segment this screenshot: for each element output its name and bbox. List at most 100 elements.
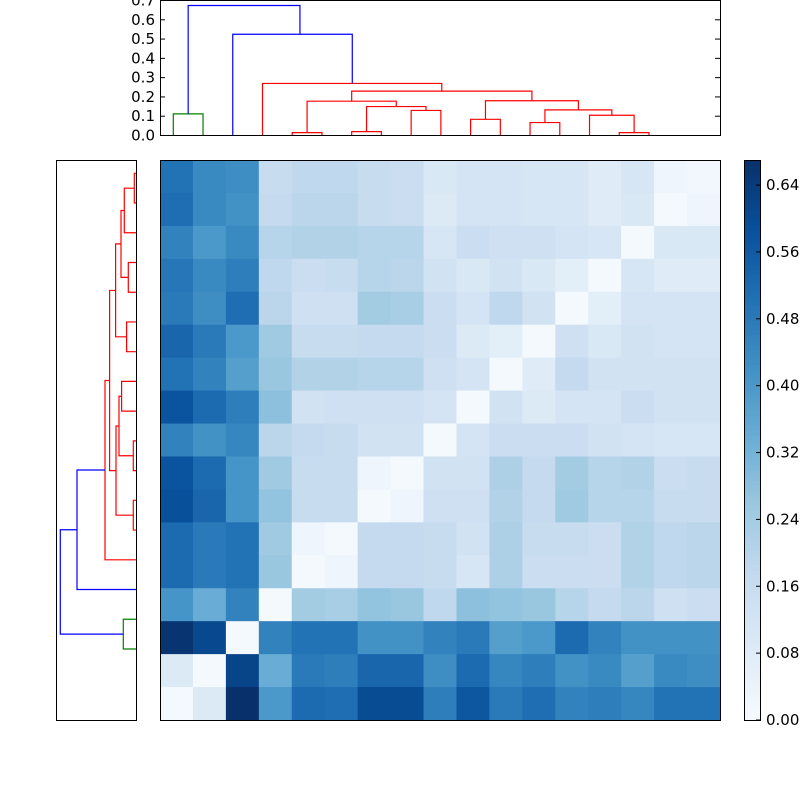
colorbar-segment [744, 360, 761, 366]
colorbar-segment [744, 245, 761, 251]
heatmap-cell [324, 357, 359, 392]
heatmap-cell [324, 555, 359, 589]
colorbar-segment [744, 160, 761, 166]
colorbar-segment [744, 605, 761, 611]
heatmap-cell [192, 654, 227, 688]
heatmap-cell [555, 192, 589, 227]
colorbar-segment [744, 290, 761, 296]
colorbar-segment [744, 190, 761, 196]
heatmap-cell [423, 390, 457, 425]
heatmap-cell [225, 258, 260, 293]
top-dendrogram-y-axis: 0.0 0.10.20.3 0.40.50.60.7 [131, 0, 720, 145]
heatmap-frame [160, 160, 721, 721]
colorbar-segment [744, 510, 761, 516]
heatmap-cell [687, 390, 721, 425]
heatmap-cell [291, 456, 326, 490]
colorbar-segment [744, 620, 761, 626]
heatmap-cell [390, 621, 425, 655]
heatmap-cell [357, 160, 392, 194]
heatmap-cell [654, 225, 688, 260]
colorbar-segment [744, 560, 761, 566]
colorbar-segment [744, 490, 761, 496]
colorbar-segment [744, 650, 761, 656]
heatmap-cell [423, 225, 457, 260]
heatmap-cell [489, 324, 523, 359]
left-dendrogram [59, 172, 137, 650]
heatmap-cell [687, 654, 721, 688]
heatmap-cell [522, 588, 556, 622]
heatmap-cell [160, 588, 194, 622]
heatmap-cell [654, 160, 688, 194]
heatmap-cell [654, 423, 688, 457]
heatmap-cell [522, 324, 556, 359]
heatmap-cell [654, 489, 688, 523]
heatmap-cell [456, 423, 490, 457]
colorbar-segment [744, 415, 761, 421]
colorbar-segment [744, 440, 761, 446]
colorbar-segment [744, 705, 761, 711]
heatmap-cell [489, 291, 523, 326]
heatmap-cell [687, 522, 721, 556]
colorbar-segment [744, 380, 761, 386]
heatmap-cell [654, 357, 688, 392]
colorbar [744, 160, 761, 721]
heatmap-cell [357, 390, 392, 425]
heatmap-cell [160, 324, 194, 359]
heatmap-cell [489, 489, 523, 523]
colorbar-segment [744, 555, 761, 561]
colorbar-tick-label: 0.64 [766, 176, 799, 194]
heatmap-cell [225, 192, 260, 227]
colorbar-segment [744, 410, 761, 416]
heatmap-cell [390, 588, 425, 622]
heatmap-cell [225, 291, 260, 326]
colorbar-tick-label: 0.08 [766, 644, 799, 662]
heatmap-cell [324, 522, 359, 556]
heatmap-cell [423, 291, 457, 326]
heatmap-cell [489, 555, 523, 589]
heatmap-cell [390, 225, 425, 260]
colorbar-segment [744, 635, 761, 641]
colorbar-tick-label: 0.16 [766, 577, 799, 595]
heatmap-cell [687, 291, 721, 326]
colorbar-segment [744, 615, 761, 621]
heatmap-cell [654, 456, 688, 490]
colorbar-segment [744, 250, 761, 256]
heatmap-cell [621, 357, 655, 392]
heatmap-cell [192, 555, 227, 589]
colorbar-tick-label: 0.32 [766, 444, 799, 462]
heatmap-cell [555, 258, 589, 293]
heatmap-cell [192, 324, 227, 359]
heatmap-cell [687, 357, 721, 392]
heatmap-cell [225, 456, 260, 490]
heatmap-cell [423, 522, 457, 556]
dendrogram-link [122, 618, 137, 650]
heatmap-cell [588, 225, 622, 260]
heatmap-cell [588, 654, 622, 688]
heatmap-cell [489, 225, 523, 260]
colorbar-segment [744, 645, 761, 651]
heatmap-cell [423, 489, 457, 523]
heatmap-cell [654, 654, 688, 688]
dendrogram-link [470, 118, 501, 136]
heatmap-cell [291, 522, 326, 556]
colorbar-segment [744, 475, 761, 481]
heatmap-cell [621, 489, 655, 523]
heatmap-cell [324, 489, 359, 523]
heatmap-cell [621, 258, 655, 293]
colorbar-segment [744, 300, 761, 306]
heatmap-cell [390, 456, 425, 490]
heatmap-cell [160, 621, 194, 655]
heatmap-cell [324, 160, 359, 194]
heatmap-cell [555, 324, 589, 359]
heatmap-cell [588, 324, 622, 359]
heatmap-cell [160, 687, 194, 721]
heatmap-cell [225, 654, 260, 688]
heatmap-cell [160, 192, 194, 227]
heatmap-cell [291, 192, 326, 227]
dendrogram-link [187, 4, 301, 114]
heatmap-cell [654, 522, 688, 556]
colorbar-tick-label: 0.48 [766, 310, 799, 328]
colorbar-segment [744, 420, 761, 426]
heatmap-cell [423, 423, 457, 457]
heatmap-cell [160, 291, 194, 326]
